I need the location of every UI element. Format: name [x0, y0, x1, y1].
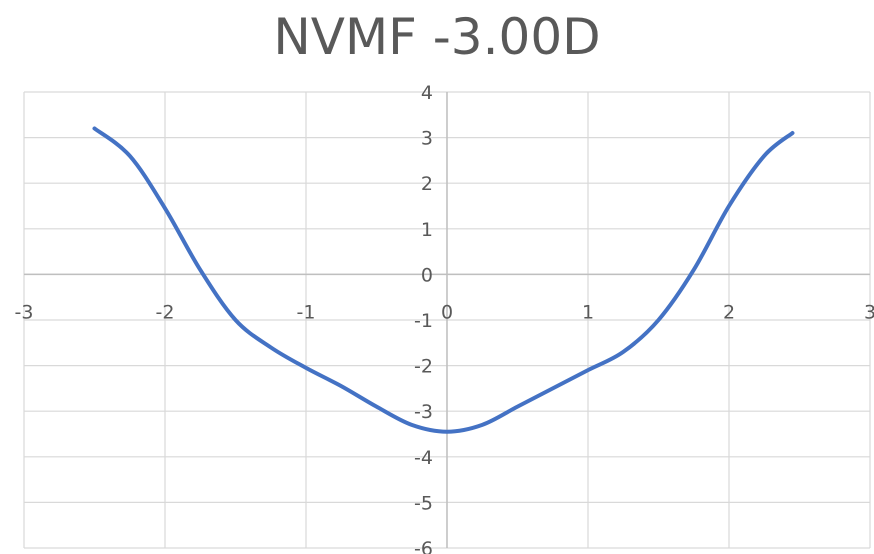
series-layer: [92, 126, 795, 434]
axes: [24, 92, 870, 548]
tick-labels: -6 -5 -4 -3 -2 -1 0 1 2 3 4 -3 -2 -1 0 1 2 3: [15, 82, 874, 554]
y-tick-label: 2: [421, 173, 433, 195]
x-tick-label: -3: [15, 301, 34, 323]
chart-title: NVMF -3.00D: [273, 8, 601, 66]
y-tick-label: -5: [414, 492, 433, 514]
y-tick-label: -4: [414, 447, 433, 469]
y-tick-label: 4: [421, 82, 433, 104]
y-tick-label: -1: [414, 310, 433, 332]
y-tick-label: -6: [414, 538, 433, 554]
x-tick-label: 3: [864, 301, 874, 323]
y-tick-label: 1: [421, 219, 433, 241]
x-tick-label: 2: [723, 301, 735, 323]
x-tick-label: -1: [297, 301, 316, 323]
y-tick-label: 3: [421, 128, 433, 150]
x-tick-label: 1: [582, 301, 594, 323]
y-tick-label: -3: [414, 401, 433, 423]
x-tick-label: 0: [441, 301, 453, 323]
y-tick-label: 0: [421, 264, 433, 286]
y-tick-label: -2: [414, 356, 433, 378]
x-tick-label: -2: [156, 301, 175, 323]
series-line: [92, 126, 795, 434]
